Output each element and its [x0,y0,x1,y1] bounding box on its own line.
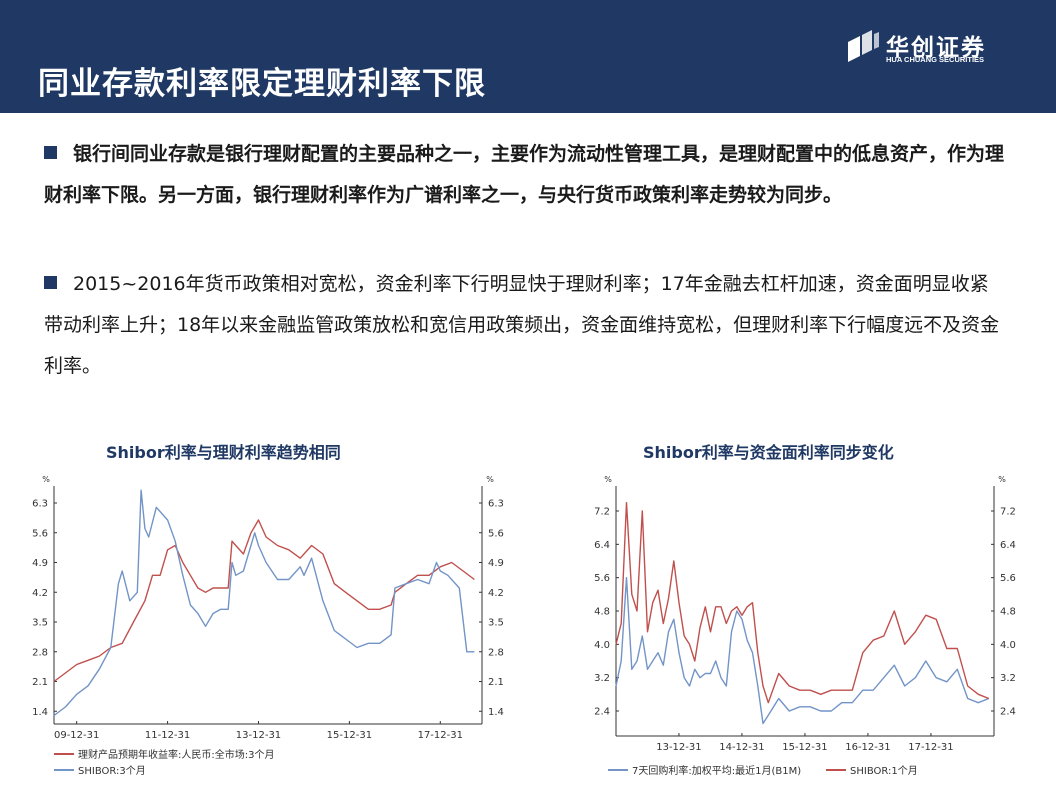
series-line-2 [53,489,475,717]
x-tick-label: 16-12-31 [845,742,890,753]
paragraph-1: 银行间同业存款是银行理财配置的主要品种之一，主要作为流动性管理工具，是理财配置中… [44,134,1004,216]
x-tick-label: 17-12-31 [418,730,463,741]
y-tick-label-left: 5.6 [594,573,610,584]
y-tick-label-right: 4.8 [1000,607,1016,618]
y-tick-label-left: 4.9 [32,558,48,569]
y-tick-label-right: 5.6 [1000,573,1016,584]
y-tick-label-right: 2.4 [1000,707,1016,718]
y-tick-label-left: 2.4 [594,707,610,718]
y-tick-label-left: 7.2 [594,507,610,518]
y-tick-label-right: 6.4 [1000,540,1016,551]
y-tick-label-left: 4.0 [594,640,610,651]
header-band [0,0,1056,113]
unit-label-right: % [998,475,1006,484]
logo-text-cn: 华创证券 [886,35,986,61]
page-title: 同业存款利率限定理财利率下限 [38,66,486,102]
unit-label-left: % [604,475,612,484]
logo: 华创证券 HUA CHUANG SECURITIES [846,28,1006,68]
chart-1: % % 1.4 1.4 2.1 2.1 2.8 2.8 3.5 3.5 4.2 4.2 4.9 4.9 5.… [32,475,504,777]
y-tick-label-right: 2.1 [488,677,504,688]
x-tick-label: 15-12-31 [782,742,827,753]
y-tick-label-left: 1.4 [32,707,48,718]
y-tick-label-left: 4.8 [594,607,610,618]
series-line-1 [615,576,990,725]
y-tick-label-left: 2.8 [32,647,48,658]
legend-label-1: 7天回购利率:加权平均:最近1月(B1M) [632,764,801,777]
x-tick-label: 15-12-31 [327,730,372,741]
y-tick-label-right: 4.9 [488,558,504,569]
y-tick-label-right: 3.2 [1000,673,1016,684]
y-tick-label-left: 6.4 [594,540,610,551]
y-tick-label-left: 5.6 [32,528,48,539]
chart-1-title: Shibor利率与理财利率趋势相同 [106,443,341,462]
legend-label-2: SHIBOR:3个月 [78,765,146,777]
chart-2-title: Shibor利率与资金面利率同步变化 [643,443,894,462]
x-tick-label: 13-12-31 [236,730,281,741]
logo-text-en: HUA CHUANG SECURITIES [886,55,985,64]
y-tick-label-right: 4.2 [488,588,504,599]
unit-label-left: % [42,475,50,484]
y-tick-label-right: 1.4 [488,707,504,718]
series-line-2 [615,502,990,704]
square-bullet-icon [44,276,57,289]
x-tick-label: 09-12-31 [54,730,99,741]
y-tick-label-left: 3.5 [32,618,48,629]
y-tick-label-right: 4.0 [1000,640,1016,651]
legend-label-1: 理财产品预期年收益率:人民币:全市场:3个月 [78,748,274,761]
legend-label-2: SHIBOR:1个月 [850,765,918,777]
y-tick-label-right: 6.3 [488,499,504,510]
square-bullet-icon [44,146,57,159]
y-tick-label-right: 2.8 [488,647,504,658]
paragraph-2: 2015~2016年货币政策相对宽松，资金利率下行明显快于理财利率；17年金融去… [44,264,1004,387]
paragraph-2-text: 2015~2016年货币政策相对宽松，资金利率下行明显快于理财利率；17年金融去… [44,273,1000,377]
y-tick-label-left: 6.3 [32,499,48,510]
chart-2: % % 2.4 2.4 3.2 3.2 4.0 4.0 4.8 4.8 5.6 5.6 6.4 6.4 7.… [594,475,1016,777]
x-tick-label: 13-12-31 [656,742,701,753]
y-tick-label-left: 3.2 [594,673,610,684]
x-tick-label: 11-12-31 [145,730,190,741]
paragraph-1-text: 银行间同业存款是银行理财配置的主要品种之一，主要作为流动性管理工具，是理财配置中… [44,143,1005,206]
x-tick-label: 17-12-31 [908,742,953,753]
y-tick-label-right: 7.2 [1000,507,1016,518]
x-tick-label: 14-12-31 [719,742,764,753]
y-tick-label-right: 3.5 [488,618,504,629]
logo-mark-icon [848,30,879,62]
y-tick-label-left: 4.2 [32,588,48,599]
y-tick-label-right: 5.6 [488,528,504,539]
y-tick-label-left: 2.1 [32,677,48,688]
unit-label-right: % [486,475,494,484]
